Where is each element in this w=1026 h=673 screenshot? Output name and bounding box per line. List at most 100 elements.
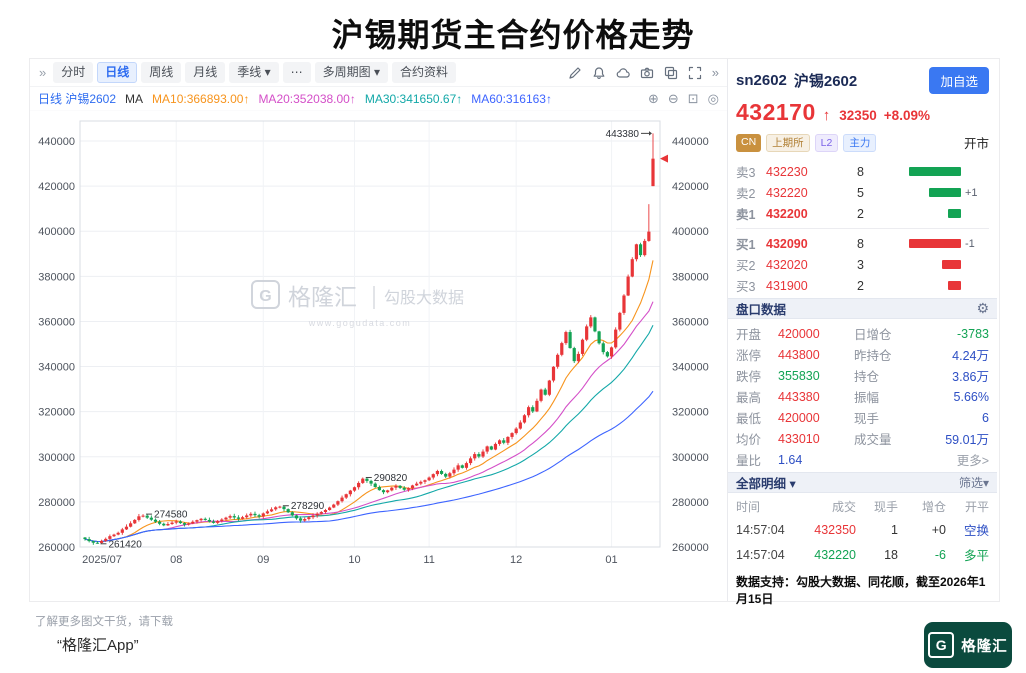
svg-text:www.gogudata.com: www.gogudata.com bbox=[308, 318, 412, 328]
tick-time: 14:57:04 bbox=[736, 547, 785, 562]
alert-icon[interactable] bbox=[592, 66, 606, 80]
period-button-5[interactable]: ⋯ bbox=[282, 62, 311, 83]
orderbook-row-买2[interactable]: 买2 432020 3 bbox=[736, 254, 989, 275]
chart-zoom-controls: ⊕ ⊖ ⊡ ◎ bbox=[648, 91, 719, 107]
ob-price: 432090 bbox=[766, 236, 808, 251]
stat-label: 涨停 bbox=[736, 349, 762, 363]
tick-row-0[interactable]: 14:57:04 432350 1 +0 空换 bbox=[736, 517, 989, 542]
period-button-0[interactable]: 分时 bbox=[53, 62, 94, 83]
tick-col-3: 增仓 bbox=[921, 499, 946, 514]
chart-settings-icon[interactable]: ◎ bbox=[707, 90, 719, 106]
ob-price: 432020 bbox=[766, 257, 808, 272]
svg-text:280000: 280000 bbox=[672, 497, 709, 509]
stat-label: 现手 bbox=[854, 412, 880, 426]
period-button-4[interactable]: 季线 ▾ bbox=[229, 62, 279, 83]
ob-bar-zone bbox=[864, 260, 965, 269]
stat-label: 开盘 bbox=[736, 328, 762, 342]
period-button-6[interactable]: 多周期图 ▾ bbox=[314, 62, 389, 83]
ob-volume-bar bbox=[941, 260, 961, 269]
tick-col-0: 时间 bbox=[736, 499, 761, 514]
ob-delta: +1 bbox=[965, 186, 978, 199]
orderbook-divider bbox=[736, 228, 989, 229]
svg-text:274580: 274580 bbox=[154, 510, 188, 521]
zoom-out-icon[interactable]: ⊖ bbox=[667, 90, 679, 106]
svg-text:380000: 380000 bbox=[672, 271, 709, 283]
svg-text:勾股大数据: 勾股大数据 bbox=[384, 289, 464, 307]
zoom-in-icon[interactable]: ⊕ bbox=[647, 90, 659, 106]
contract-name: 沪锡2602 bbox=[793, 73, 858, 90]
svg-text:420000: 420000 bbox=[38, 181, 75, 193]
order-book: 卖3 432230 8 卖2 432220 5 +1 卖1 432200 2 买1 432090 8 -1… bbox=[728, 156, 997, 298]
tick-time: 14:57:04 bbox=[736, 522, 785, 537]
svg-text:320000: 320000 bbox=[38, 407, 75, 419]
ob-label: 卖2 bbox=[736, 187, 756, 201]
ma30-value: MA30:341650.67↑ bbox=[364, 91, 463, 106]
panels-icon[interactable] bbox=[664, 66, 678, 80]
tag-上期所: 上期所 bbox=[766, 133, 810, 152]
orderbook-row-卖2[interactable]: 卖2 432220 5 +1 bbox=[736, 182, 989, 203]
page-title: 沪锡期货主合约价格走势 bbox=[331, 17, 695, 53]
stat-value: 6 bbox=[982, 410, 989, 425]
more-link[interactable]: 更多> bbox=[956, 454, 989, 468]
pankou-section-bar: 盘口数据 ⚙ bbox=[728, 298, 997, 319]
svg-text:360000: 360000 bbox=[38, 316, 75, 328]
last-price: 432170 bbox=[736, 99, 816, 125]
tick-lots: 1 bbox=[891, 522, 898, 537]
price-change: 32350 bbox=[839, 108, 877, 123]
tick-row-1[interactable]: 14:57:04 432220 18 -6 多平 bbox=[736, 542, 989, 567]
draw-icon[interactable] bbox=[568, 66, 582, 80]
svg-text:360000: 360000 bbox=[672, 316, 709, 328]
orderbook-row-卖3[interactable]: 卖3 432230 8 bbox=[736, 161, 989, 182]
chart-toolbar: » 分时 日线 周线 月线 季线 ▾ ⋯ 多周期图 ▾ 合约资料 » bbox=[30, 59, 727, 87]
more-tools-icon[interactable]: » bbox=[711, 65, 719, 80]
tick-col-1: 成交 bbox=[831, 499, 856, 514]
period-button-3[interactable]: 月线 bbox=[185, 62, 226, 83]
svg-text:12: 12 bbox=[510, 554, 522, 566]
svg-text:290820: 290820 bbox=[374, 473, 408, 484]
ob-qty: 2 bbox=[857, 206, 864, 221]
period-button-2[interactable]: 周线 bbox=[141, 62, 182, 83]
ob-qty: 8 bbox=[857, 236, 864, 251]
tag-CN: CN bbox=[736, 133, 762, 152]
collapse-toolbar-icon[interactable]: » bbox=[39, 65, 47, 80]
stat-value: 5.66% bbox=[953, 389, 989, 404]
ma-values: MA10:366893.00↑ MA20:352038.00↑ MA30:34165… bbox=[152, 92, 552, 106]
ob-volume-bar bbox=[928, 188, 961, 197]
svg-text:2025/07: 2025/07 bbox=[82, 554, 122, 566]
tick-header: 时间 成交 现手 增仓 开平 bbox=[736, 495, 989, 517]
detail-title[interactable]: 全部明细 ▾ bbox=[736, 477, 796, 491]
quote-panel: sn2602 沪锡2602 加自选 432170 ↑ 32350 +8.09% … bbox=[727, 59, 997, 606]
add-watchlist-button[interactable]: 加自选 bbox=[929, 67, 989, 94]
candlestick-chart[interactable]: 260000 260000 280000 280000 300000 300000 3200… bbox=[30, 111, 727, 599]
tags: CN 上期所 L2 主力 bbox=[736, 133, 877, 152]
tick-flag: 多平 bbox=[963, 549, 989, 563]
orderbook-row-买1[interactable]: 买1 432090 8 -1 bbox=[736, 233, 989, 254]
tick-col-2: 现手 bbox=[873, 499, 898, 514]
filter-button[interactable]: 筛选▾ bbox=[958, 476, 989, 490]
price-change-pct: +8.09% bbox=[883, 108, 930, 123]
ob-qty: 2 bbox=[857, 278, 864, 293]
ob-qty: 5 bbox=[857, 185, 864, 200]
stats-row-0: 开盘 420000 日增仓 -3783 bbox=[736, 323, 989, 344]
chart-legend-bar: 日线 沪锡2602 MA MA10:366893.00↑ MA20:352038.… bbox=[30, 87, 727, 111]
stat-value: 1.64 bbox=[778, 452, 803, 467]
stat-label: 最低 bbox=[736, 412, 762, 426]
fullscreen-icon[interactable] bbox=[688, 66, 702, 80]
tick-lots: 18 bbox=[884, 547, 898, 562]
svg-text:11: 11 bbox=[423, 554, 434, 566]
orderbook-row-卖1[interactable]: 卖1 432200 2 bbox=[736, 203, 989, 224]
svg-text:09: 09 bbox=[257, 554, 269, 566]
cloud-icon[interactable] bbox=[616, 66, 630, 80]
ma10-value: MA10:366893.00↑ bbox=[152, 91, 250, 106]
camera-icon[interactable] bbox=[640, 66, 654, 80]
ob-bar-zone bbox=[864, 167, 965, 176]
period-button-1[interactable]: 日线 bbox=[97, 62, 138, 83]
up-arrow-icon: ↑ bbox=[822, 107, 831, 124]
gear-icon[interactable]: ⚙ bbox=[976, 300, 989, 316]
svg-text:443380: 443380 bbox=[606, 129, 640, 140]
orderbook-row-买3[interactable]: 买3 431900 2 bbox=[736, 275, 989, 296]
reset-view-icon[interactable]: ⊡ bbox=[687, 90, 699, 106]
period-button-7[interactable]: 合约资料 bbox=[392, 62, 457, 83]
svg-text:420000: 420000 bbox=[672, 181, 709, 193]
stats-row-6: 量比 1.64 更多> bbox=[736, 449, 989, 470]
